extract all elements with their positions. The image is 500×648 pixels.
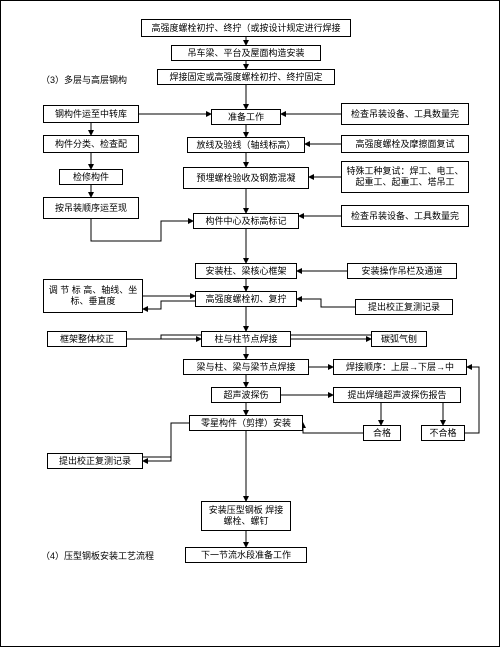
flow-node-r6: 提出校正复测记录 [355,299,453,315]
flow-node-r7: 碳弧气刨 [371,331,427,347]
edge-c10-l7 [143,423,189,461]
flow-node-r11: 不合格 [421,425,465,441]
edge-c6-l5 [143,301,195,309]
flow-node-n3: 焊接固定或高强度螺栓初拧、终拧固定 [157,69,335,85]
flow-node-l2: 构件分类、检查配 [43,135,139,153]
section-3-label: （3）多层与高层钢构 [41,73,127,86]
flow-node-c4: 构件中心及标高标记 [193,213,299,229]
flow-node-c3: 预埋螺栓验收及钢筋混凝 [183,167,309,189]
flow-node-l5: 调 节 标 高、轴线、坐标、垂直度 [43,279,143,313]
flow-node-c9: 超声波探伤 [211,387,281,403]
edge-r10-c10 [303,423,363,433]
flow-node-l3: 检修构件 [59,169,123,185]
flow-node-l7: 提出校正复测记录 [47,453,143,469]
edge-l4-c4 [91,219,193,241]
flow-node-c12: 下一节流水段准备工作 [185,547,307,563]
flow-node-r3: 特殊工种复试：焊工、电工、起重工、起重工、塔吊工 [341,161,469,193]
flow-node-c2: 放线及验线（轴线标高） [187,137,305,153]
edge-r6-c6 [297,299,355,307]
flow-node-r10: 合格 [363,425,401,441]
flow-node-r2: 高强度螺栓及摩擦面复试 [341,135,469,153]
flow-node-l6: 框架整体校正 [47,331,127,347]
flow-node-c10: 零星构件（剪撑）安装 [189,415,303,431]
flow-node-c7: 柱与柱节点焊接 [201,331,291,347]
flow-node-r9: 提出焊缝超声波探伤报告 [333,387,461,403]
flow-node-n2: 吊车梁、平台及屋面构造安装 [171,45,321,61]
edge-c7-l6 [161,335,201,339]
flow-node-l1: 钢构件运至中转库 [43,105,139,123]
flow-node-c5: 安装柱、梁核心框架 [195,263,297,279]
flow-node-c1: 准备工作 [211,109,281,125]
edge-r11-c8 [465,367,479,433]
flow-node-r1: 检查吊装设备、工具数量完 [341,103,469,125]
flow-node-r8: 焊接顺序：上层→下层→中 [333,359,467,375]
flow-node-r4: 检查吊装设备、工具数量完 [341,205,469,227]
flow-node-l4: 按吊装顺序运至现 [43,197,139,219]
flow-node-c11: 安装压型钢板 焊接螺栓、螺钉 [201,501,291,531]
flow-node-c8: 梁与柱、梁与梁节点焊接 [183,359,309,375]
flow-node-n1: 高强度螺栓初拧、终拧（或按设计规定进行焊接 [141,19,351,37]
flow-node-r5: 安装操作吊栏及通道 [347,263,457,279]
flow-node-c6: 高强度螺栓初、复拧 [195,291,297,307]
section-4-label: （4）压型钢板安装工艺流程 [41,549,154,562]
